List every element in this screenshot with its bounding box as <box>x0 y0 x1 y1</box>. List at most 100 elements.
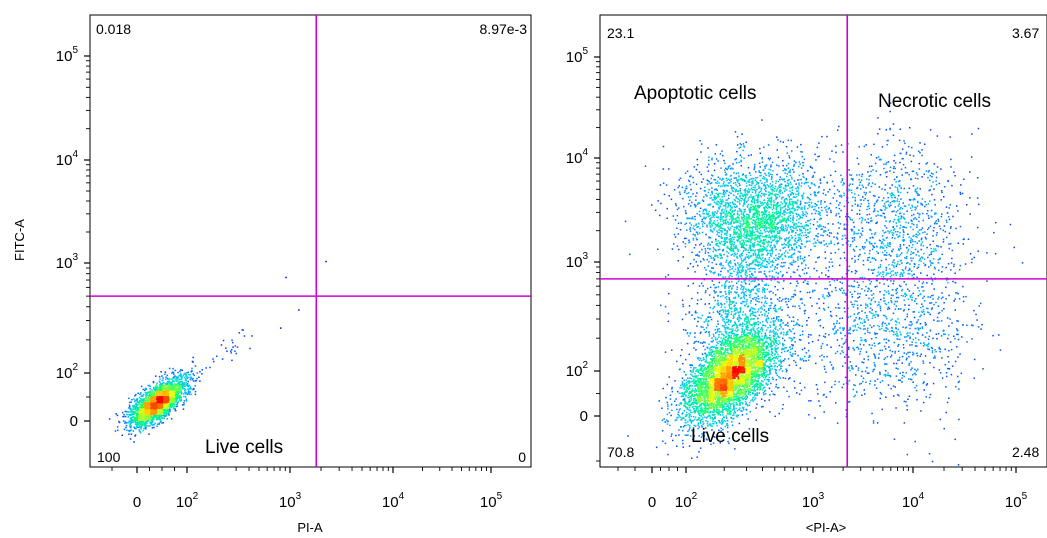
event-dot <box>793 180 796 182</box>
event-dot <box>852 240 854 243</box>
event-dot <box>900 252 903 254</box>
event-dot <box>776 387 779 389</box>
event-dot <box>793 293 795 296</box>
event-dot <box>705 194 707 196</box>
event-dot <box>824 251 826 253</box>
outlier-dot <box>325 260 327 263</box>
event-dot <box>132 413 134 415</box>
event-dot <box>671 388 673 390</box>
event-dot <box>866 315 868 317</box>
event-dot <box>956 333 958 336</box>
event-dot <box>702 178 705 180</box>
event-dot <box>860 232 862 235</box>
event-dot <box>709 182 711 185</box>
event-dot <box>138 423 140 426</box>
event-dot <box>135 406 138 409</box>
event-dot <box>815 261 817 263</box>
event-dot <box>707 252 710 254</box>
event-dot <box>927 215 930 217</box>
event-dot <box>857 348 860 350</box>
event-dot <box>859 248 861 251</box>
event-dot <box>893 160 895 162</box>
event-dot <box>700 298 702 300</box>
event-dot <box>791 296 793 298</box>
event-dot <box>942 229 945 232</box>
event-dot <box>149 421 152 423</box>
event-dot <box>884 184 887 186</box>
event-dot <box>708 237 710 239</box>
event-dot <box>782 274 784 276</box>
event-dot <box>893 395 895 397</box>
event-dot <box>869 383 871 385</box>
event-dot <box>971 133 973 135</box>
event-dot <box>824 194 827 196</box>
event-dot <box>182 408 185 410</box>
event-dot <box>759 147 761 150</box>
event-dot <box>874 356 876 358</box>
event-dot <box>163 404 165 406</box>
event-dot <box>172 367 174 370</box>
event-dot <box>805 215 808 217</box>
event-dot <box>157 412 160 414</box>
event-dot <box>783 350 786 353</box>
event-dot <box>788 316 791 319</box>
event-dot <box>863 248 865 250</box>
event-dot <box>845 409 847 411</box>
event-dot <box>116 414 119 417</box>
event-dot <box>236 346 239 348</box>
event-dot <box>173 396 176 398</box>
event-dot <box>181 404 184 406</box>
event-dot <box>951 365 954 367</box>
event-dot <box>874 195 876 197</box>
event-dot <box>873 208 876 210</box>
event-dot <box>938 225 941 227</box>
event-dot <box>158 403 160 405</box>
event-dot <box>154 410 156 412</box>
event-dot <box>145 413 148 415</box>
event-dot <box>793 332 796 335</box>
event-dot <box>699 207 702 210</box>
event-dot <box>915 172 918 174</box>
event-dot <box>835 289 837 292</box>
event-dot <box>172 394 175 397</box>
event-dot <box>159 403 162 405</box>
event-dot <box>882 212 884 214</box>
event-dot <box>891 184 893 186</box>
event-dot <box>692 265 694 268</box>
event-dot <box>149 396 152 399</box>
event-dot <box>893 165 895 168</box>
event-dot <box>170 389 173 391</box>
event-dot <box>937 220 940 222</box>
event-dot <box>137 422 139 425</box>
event-dot <box>906 262 908 265</box>
event-dot <box>904 166 907 169</box>
event-dot <box>677 186 679 189</box>
event-dot <box>745 141 747 143</box>
event-dot <box>717 311 719 314</box>
event-dot <box>952 280 954 283</box>
event-dot <box>143 403 145 406</box>
event-dot <box>722 154 724 157</box>
event-dot <box>835 213 838 215</box>
event-dot <box>808 198 811 200</box>
event-dot <box>926 383 929 385</box>
event-dot <box>950 226 952 228</box>
event-dot <box>155 403 158 405</box>
event-dot <box>809 166 812 168</box>
event-dot <box>837 307 840 309</box>
event-dot <box>141 399 143 401</box>
event-dot <box>166 394 168 396</box>
event-dot <box>690 364 692 366</box>
event-dot <box>153 386 155 389</box>
event-dot <box>916 276 918 278</box>
event-dot <box>909 321 912 323</box>
event-dot <box>703 328 705 331</box>
event-dot <box>955 385 957 388</box>
event-dot <box>714 188 716 191</box>
event-dot <box>953 300 955 302</box>
event-dot <box>172 404 174 407</box>
event-dot <box>799 307 801 310</box>
event-dot <box>165 411 167 413</box>
event-dot <box>697 254 699 257</box>
event-dot <box>685 187 687 190</box>
